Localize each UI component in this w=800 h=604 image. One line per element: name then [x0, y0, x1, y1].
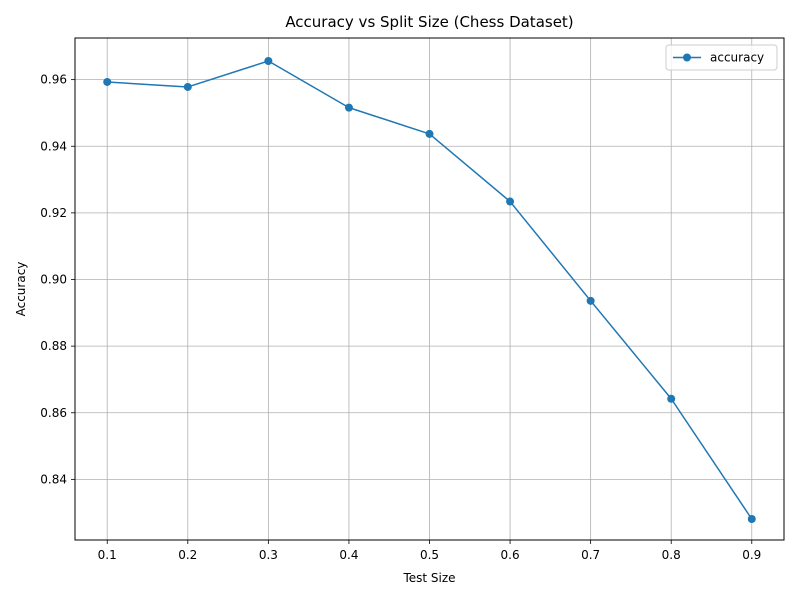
y-tick-label: 0.92	[40, 206, 67, 220]
x-tick-label: 0.3	[259, 548, 278, 562]
series-layer	[103, 56, 756, 524]
data-point	[586, 296, 595, 305]
y-tick-label: 0.88	[40, 339, 67, 353]
y-tick-label: 0.84	[40, 472, 67, 486]
x-tick-label: 0.5	[420, 548, 439, 562]
data-point	[103, 77, 112, 86]
x-tick-label: 0.9	[742, 548, 761, 562]
grid	[75, 38, 784, 540]
data-point	[747, 515, 756, 524]
y-tick-label: 0.96	[40, 73, 67, 87]
x-tick-label: 0.2	[178, 548, 197, 562]
ticks: 0.1 0.2 0.3 0.4 0.5 0.6 0.7 0.8 0.9 0.84 0.86 0.88 0…	[40, 73, 761, 562]
legend-marker-swatch	[683, 53, 691, 62]
x-tick-label: 0.1	[98, 548, 117, 562]
data-point	[506, 197, 515, 206]
y-tick-label: 0.94	[40, 139, 67, 153]
x-axis-label: Test Size	[402, 571, 455, 585]
x-tick-label: 0.8	[662, 548, 681, 562]
x-tick-label: 0.7	[581, 548, 600, 562]
legend: accuracy	[665, 44, 778, 71]
y-axis-label: Accuracy	[14, 262, 28, 317]
data-point	[667, 394, 676, 403]
legend-label: accuracy	[710, 51, 764, 65]
data-point	[425, 129, 434, 138]
data-point	[183, 82, 192, 91]
y-tick-label: 0.86	[40, 406, 67, 420]
chart-title: Accuracy vs Split Size (Chess Dataset)	[285, 13, 573, 31]
x-tick-label: 0.4	[339, 548, 358, 562]
x-tick-label: 0.6	[501, 548, 520, 562]
y-tick-label: 0.90	[40, 273, 67, 287]
data-point	[344, 103, 353, 112]
legend-box	[665, 44, 778, 71]
data-point	[264, 56, 273, 65]
